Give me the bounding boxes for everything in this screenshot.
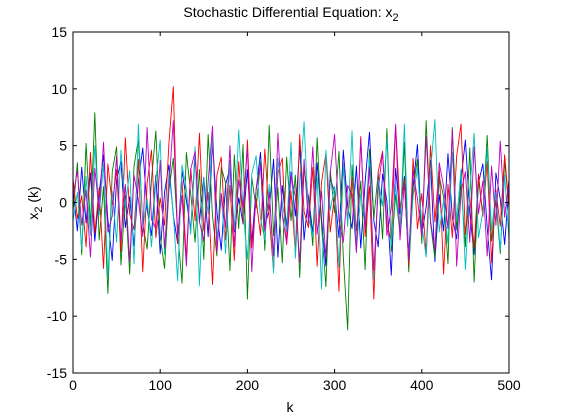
y-tick-label: 5 [59,138,67,154]
series-line-5 [72,120,510,273]
chart-title-main: Stochastic Differential Equation: x [183,4,392,20]
y-axis-label-suffix: (k) [25,186,41,206]
x-tick-label: 500 [497,377,521,393]
chart-title: Stochastic Differential Equation: x2 [183,4,398,24]
y-tick-label: -10 [47,308,67,324]
x-tick-label: 100 [149,377,173,393]
series-line-4 [72,119,510,290]
x-tick-label: 0 [69,377,77,393]
series-layer [72,86,510,331]
x-tick-label: 400 [410,377,434,393]
series-line-3 [72,86,510,300]
y-tick-label: 10 [51,81,67,97]
y-tick-label: 15 [51,24,67,40]
y-tick-label: 0 [59,195,67,211]
y-axis-label-subscript: 2 [33,207,45,213]
y-axis-label: x2 (k) [25,186,45,219]
tick-layer: 0 100 200 300 400 500 -15 -10 -5 0 5 10 15 [47,24,521,393]
x-tick-label: 200 [236,377,260,393]
x-tick-label: 300 [323,377,347,393]
y-tick-label: -5 [55,251,68,267]
y-tick-label: -15 [47,365,67,381]
chart-title-subscript: 2 [392,12,398,24]
x-axis-label: k [287,399,295,415]
series-line-2 [72,112,510,331]
y-axis-label-main: x [25,213,41,220]
